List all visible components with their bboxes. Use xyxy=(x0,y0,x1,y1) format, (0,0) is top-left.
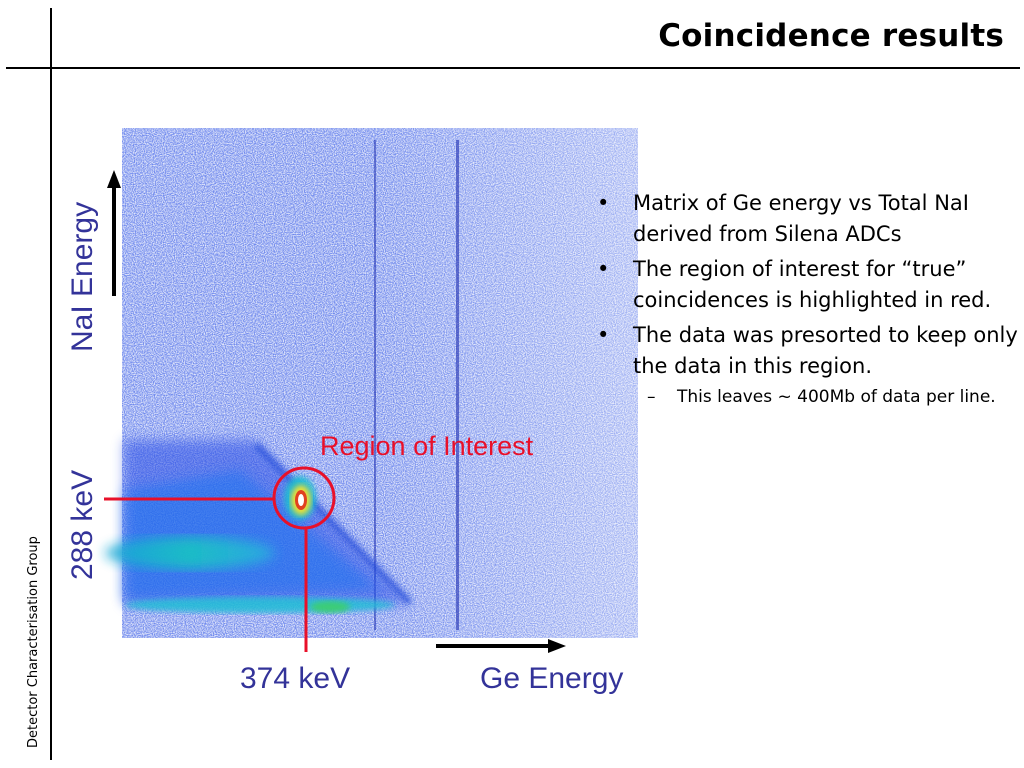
ref-x-label: 374 keV xyxy=(240,662,350,695)
roi-annotation: Region of Interest xyxy=(104,431,534,652)
bullet-marker: • xyxy=(597,191,610,215)
y-axis-arrow xyxy=(107,170,121,296)
bullet-item: • The data was presorted to keep only th… xyxy=(595,320,1020,382)
bullet-text: Matrix of Ge energy vs Total NaI derived… xyxy=(633,191,969,246)
x-axis-arrow xyxy=(436,639,566,653)
bullet-text: The data was presorted to keep only the … xyxy=(633,323,1018,378)
x-axis-label: Ge Energy xyxy=(480,662,623,695)
bullet-marker: • xyxy=(597,257,610,281)
vertical-divider xyxy=(50,8,52,760)
matrix-scatter xyxy=(105,128,638,638)
sub-bullet-item: – This leaves ~ 400Mb of data per line. xyxy=(595,384,1020,410)
title-underline xyxy=(6,67,1020,69)
bullet-marker: • xyxy=(597,323,610,347)
y-axis-label: NaI Energy xyxy=(66,202,99,352)
bullet-item: • Matrix of Ge energy vs Total NaI deriv… xyxy=(595,188,1020,250)
sub-bullet-text: This leaves ~ 400Mb of data per line. xyxy=(677,387,996,407)
slide-title: Coincidence results xyxy=(658,18,1004,54)
roi-label: Region of Interest xyxy=(320,431,534,461)
bullet-list: • Matrix of Ge energy vs Total NaI deriv… xyxy=(595,188,1020,410)
sub-bullet-marker: – xyxy=(647,387,656,407)
bullet-text: The region of interest for “true” coinci… xyxy=(633,257,992,312)
ref-y-label: 288 keV xyxy=(66,470,99,580)
bullet-item: • The region of interest for “true” coin… xyxy=(595,254,1020,316)
